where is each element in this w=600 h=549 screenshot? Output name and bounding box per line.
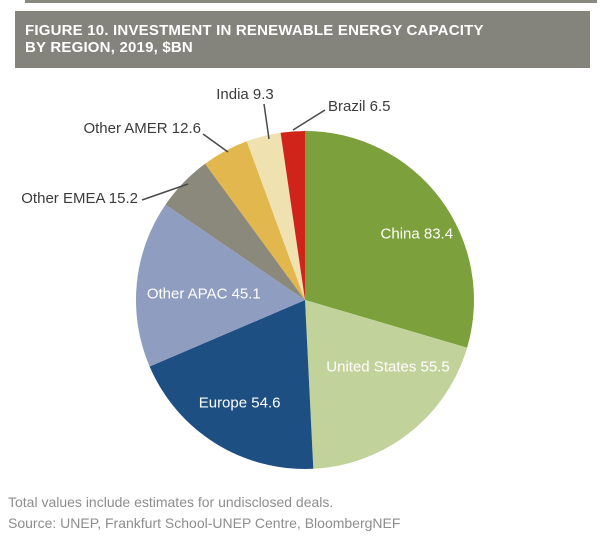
slice-label-other-apac: Other APAC 45.1 [147, 286, 261, 303]
slice-label-europe: Europe 54.6 [199, 395, 281, 412]
pie-slice-other-apac [135, 204, 305, 367]
leader-line-other-amer [202, 133, 229, 153]
pie-slice-other-amer [205, 141, 305, 300]
slice-label-united-states: United States 55.5 [326, 359, 449, 376]
leader-line-brazil [292, 109, 326, 131]
figure-header: FIGURE 10. INVESTMENT IN RENEWABLE ENERG… [15, 11, 590, 68]
pie-slice-other-emea [165, 163, 305, 300]
pie-slice-india [246, 132, 305, 300]
pie-slice-united-states [305, 300, 468, 469]
figure-title-line1: FIGURE 10. INVESTMENT IN RENEWABLE ENERG… [25, 22, 484, 39]
leader-line-india [263, 103, 270, 140]
footer-note: Total values include estimates for undis… [8, 494, 334, 510]
leader-line-other-emea [141, 183, 189, 201]
pie-slice-brazil [280, 131, 305, 300]
callout-label-other-emea: Other EMEA 15.2 [21, 190, 138, 207]
pie-slice-europe [149, 300, 314, 470]
figure-title-line2: BY REGION, 2019, $BN [25, 39, 193, 56]
figure-footer: Total values include estimates for undis… [8, 492, 592, 534]
pie-slice-china [305, 131, 474, 348]
footer-source: Source: UNEP, Frankfurt School-UNEP Cent… [8, 515, 401, 531]
callout-label-india: India 9.3 [216, 86, 274, 103]
callout-label-brazil: Brazil 6.5 [328, 98, 391, 115]
top-crop-strip [25, 0, 597, 3]
callout-label-other-amer: Other AMER 12.6 [83, 120, 201, 137]
slice-label-china: China 83.4 [381, 225, 454, 242]
